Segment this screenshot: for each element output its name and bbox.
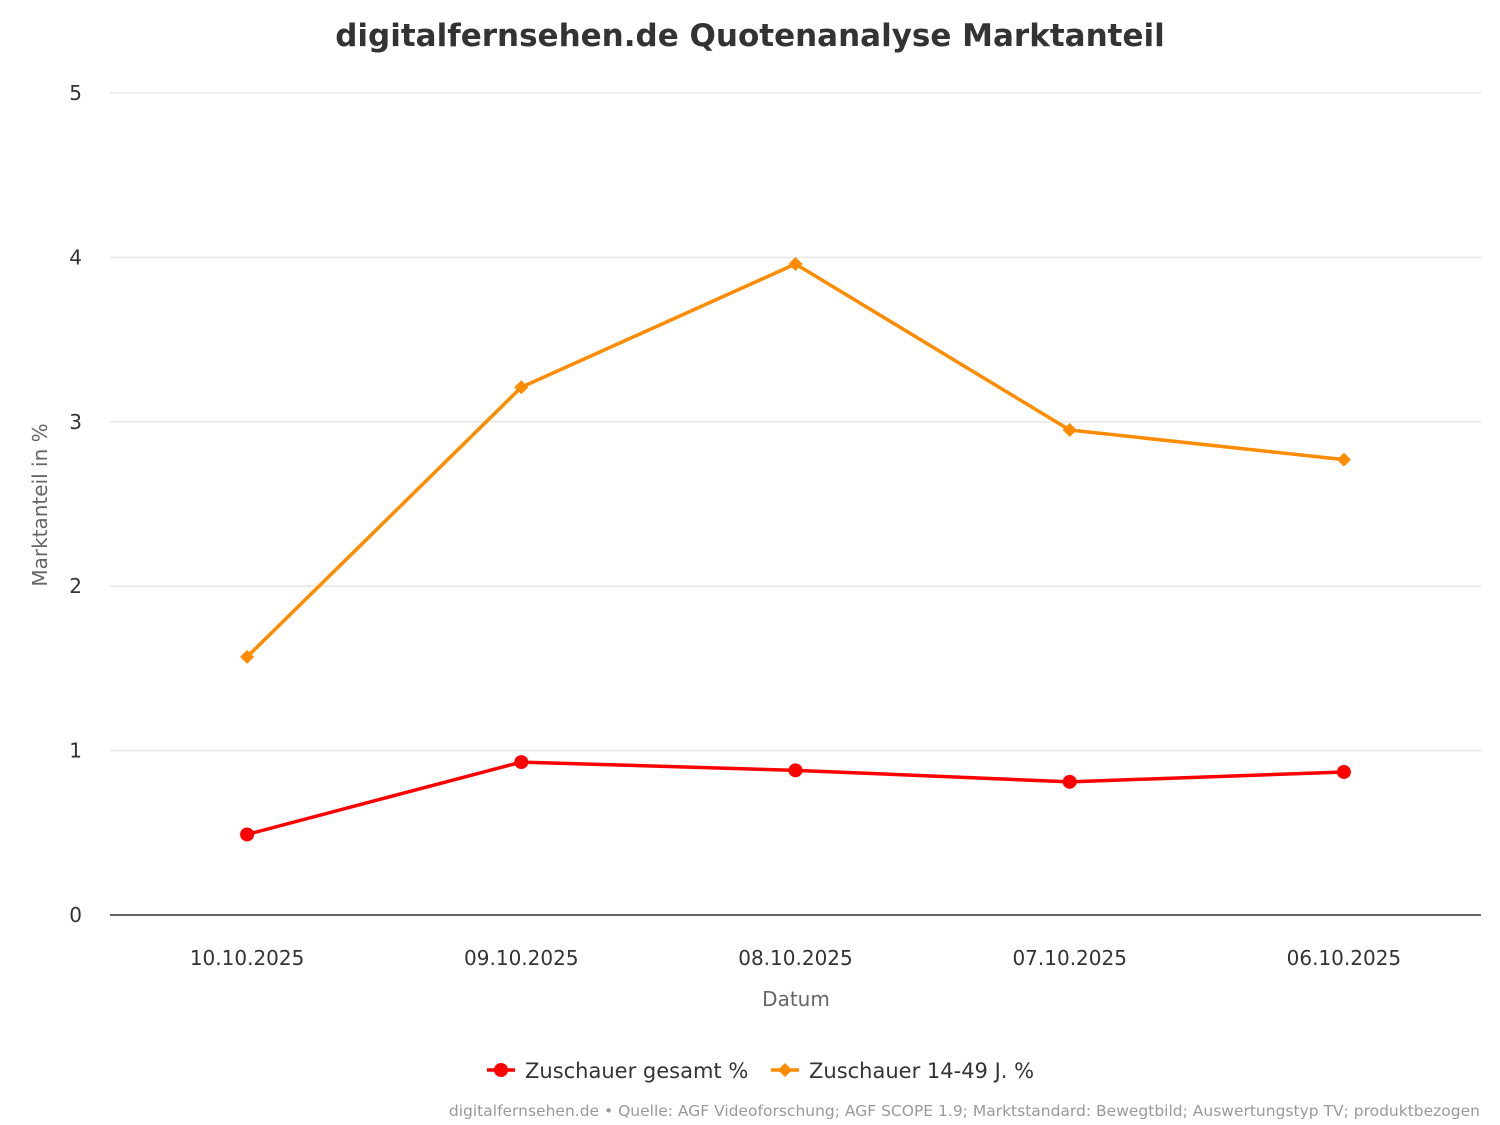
- y-axis-ticks: 0 1 2 3 4 5: [69, 81, 82, 927]
- series-1: [240, 256, 1351, 664]
- legend-item[interactable]: Zuschauer gesamt %: [487, 1059, 748, 1083]
- data-point[interactable]: [514, 380, 529, 395]
- gridlines: [110, 92, 1481, 752]
- x-tick-label: 08.10.2025: [738, 946, 853, 970]
- y-tick-label: 2: [69, 574, 82, 598]
- data-point[interactable]: [788, 763, 803, 778]
- legend-label: Zuschauer gesamt %: [525, 1059, 748, 1083]
- legend-diamond-icon: [778, 1063, 792, 1077]
- x-axis-title: Datum: [762, 987, 830, 1011]
- y-tick-label: 1: [69, 739, 82, 763]
- series-group: [240, 256, 1351, 842]
- y-tick-label: 0: [69, 903, 82, 927]
- series-line: [245, 262, 1345, 659]
- data-point[interactable]: [240, 649, 255, 664]
- legend: Zuschauer gesamt % Zuschauer 14-49 J. %: [487, 1059, 1034, 1083]
- x-tick-label: 07.10.2025: [1012, 946, 1127, 970]
- x-tick-label: 09.10.2025: [464, 946, 579, 970]
- chart-title: digitalfernsehen.de Quotenanalyse Markta…: [335, 18, 1165, 54]
- legend-item[interactable]: Zuschauer 14-49 J. %: [771, 1059, 1034, 1083]
- y-tick-label: 5: [69, 81, 82, 105]
- data-point[interactable]: [514, 755, 529, 770]
- x-tick-label: 10.10.2025: [190, 946, 305, 970]
- y-axis-title: Marktanteil in %: [28, 423, 52, 586]
- data-point[interactable]: [1062, 774, 1077, 789]
- x-axis-ticks: 10.10.2025 09.10.2025 08.10.2025 07.10.2025…: [190, 946, 1401, 970]
- data-point[interactable]: [1062, 423, 1077, 438]
- y-tick-label: 4: [69, 245, 82, 269]
- legend-label: Zuschauer 14-49 J. %: [809, 1059, 1034, 1083]
- credits-text: digitalfernsehen.de • Quelle: AGF Videof…: [449, 1102, 1480, 1120]
- data-point[interactable]: [240, 827, 255, 842]
- data-point[interactable]: [1336, 764, 1351, 779]
- data-point[interactable]: [788, 256, 803, 271]
- y-tick-label: 3: [69, 410, 82, 434]
- series-0: [240, 755, 1351, 842]
- x-tick-label: 06.10.2025: [1287, 946, 1402, 970]
- data-point[interactable]: [1336, 452, 1351, 467]
- legend-circle-icon: [494, 1063, 508, 1077]
